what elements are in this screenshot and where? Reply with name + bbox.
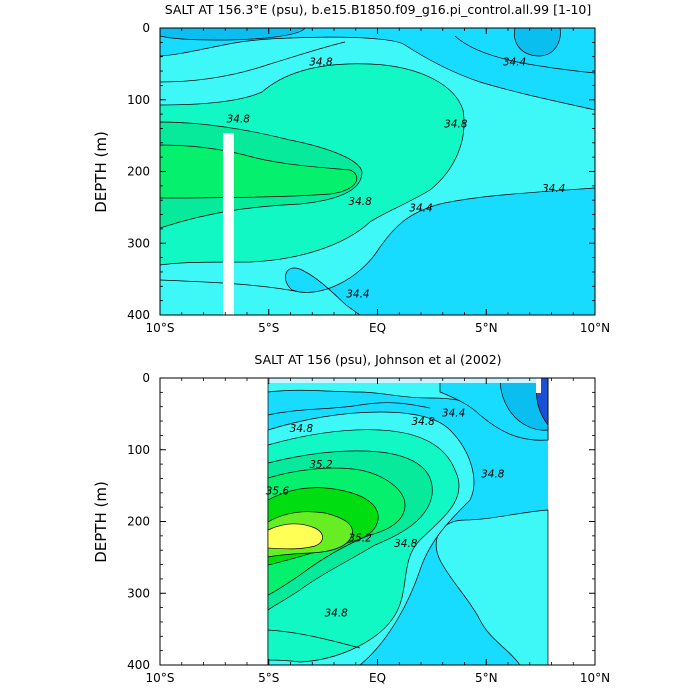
- contour-label: 35.2: [309, 459, 333, 471]
- panel-observed-contour-labels: 34.8 34.4 34.8 35.2 35.6 35.2 34.8 34.8 34.8: [266, 407, 505, 619]
- contour-label: 34.8: [290, 423, 314, 435]
- contour-label: 35.6: [266, 486, 290, 498]
- contour-label: 34.8: [481, 468, 505, 480]
- y-tick-label: 400: [127, 658, 150, 672]
- fill-34.2-north: [514, 28, 561, 57]
- x-tick-label: EQ: [369, 671, 386, 685]
- contour-label: 34.4: [542, 183, 565, 195]
- contour-label: 34.8: [444, 118, 468, 130]
- fill-35.2: [160, 144, 358, 199]
- contour-label: 34.4: [503, 57, 526, 69]
- contour-label: 34.8: [411, 416, 435, 428]
- contour-line: [267, 629, 361, 649]
- y-tick-label: 100: [127, 93, 150, 107]
- contour-label: 34.4: [409, 202, 432, 214]
- panel-observed: SALT AT 156 (psu), Johnson et al (2002): [92, 352, 610, 685]
- contour-label: 34.4: [442, 407, 465, 419]
- panel-observed-fill: [267, 378, 549, 665]
- contour-line: [160, 41, 346, 83]
- panel-observed-title: SALT AT 156 (psu), Johnson et al (2002): [254, 352, 501, 367]
- panel-model-contour-labels: 34.8 34.4 34.8 34.8 34.8 34.4 34.4 34.4: [227, 57, 566, 301]
- panel-observed-surface-strip: [268, 378, 536, 383]
- x-tick-label: 10°N: [580, 671, 610, 685]
- panel-model-ylabel: DEPTH (m): [92, 131, 110, 213]
- y-tick-label: 0: [142, 21, 150, 35]
- contour-label: 34.8: [309, 57, 333, 69]
- y-tick-label: 200: [127, 515, 150, 529]
- fill-35.8: [267, 523, 323, 550]
- missing-data-column: [223, 133, 234, 315]
- panel-model: SALT AT 156.3°E (psu), b.e15.B1850.f09_g…: [92, 2, 610, 335]
- y-tick-label: 400: [127, 308, 150, 322]
- x-tick-label: 5°N: [475, 671, 498, 685]
- x-tick-label: 10°N: [580, 321, 610, 335]
- contour-label: 35.2: [348, 532, 372, 544]
- y-tick-label: 300: [127, 236, 150, 250]
- x-tick-label: EQ: [369, 321, 386, 335]
- missing-data-column: [536, 378, 541, 393]
- contour-label: 34.8: [394, 538, 418, 550]
- panel-observed-ticks: 10°S 5°S EQ 5°N 10°N 0 100 200 300 400: [127, 371, 610, 685]
- contour-line: [454, 35, 595, 74]
- contour-label: 34.8: [324, 608, 348, 620]
- y-tick-label: 0: [142, 371, 150, 385]
- x-tick-label: 10°S: [146, 671, 175, 685]
- x-tick-label: 5°S: [258, 671, 279, 685]
- contour-label: 34.8: [227, 113, 251, 125]
- y-tick-label: 300: [127, 586, 150, 600]
- y-tick-label: 100: [127, 443, 150, 457]
- x-tick-label: 5°S: [258, 321, 279, 335]
- x-tick-label: 10°S: [146, 321, 175, 335]
- contour-line: [267, 402, 431, 416]
- contour-label: 34.4: [346, 288, 369, 300]
- fill-34.4-upper: [160, 28, 595, 111]
- panel-model-title: SALT AT 156.3°E (psu), b.e15.B1850.f09_g…: [165, 2, 591, 17]
- contour-label: 34.8: [348, 196, 372, 208]
- y-tick-label: 200: [127, 165, 150, 179]
- panel-model-ticks: 10°S 5°S EQ 5°N 10°N 0 100 200 300 400: [127, 21, 610, 335]
- x-tick-label: 5°N: [475, 321, 498, 335]
- fill-34.4-deep: [285, 187, 595, 315]
- panel-observed-ylabel: DEPTH (m): [92, 481, 110, 563]
